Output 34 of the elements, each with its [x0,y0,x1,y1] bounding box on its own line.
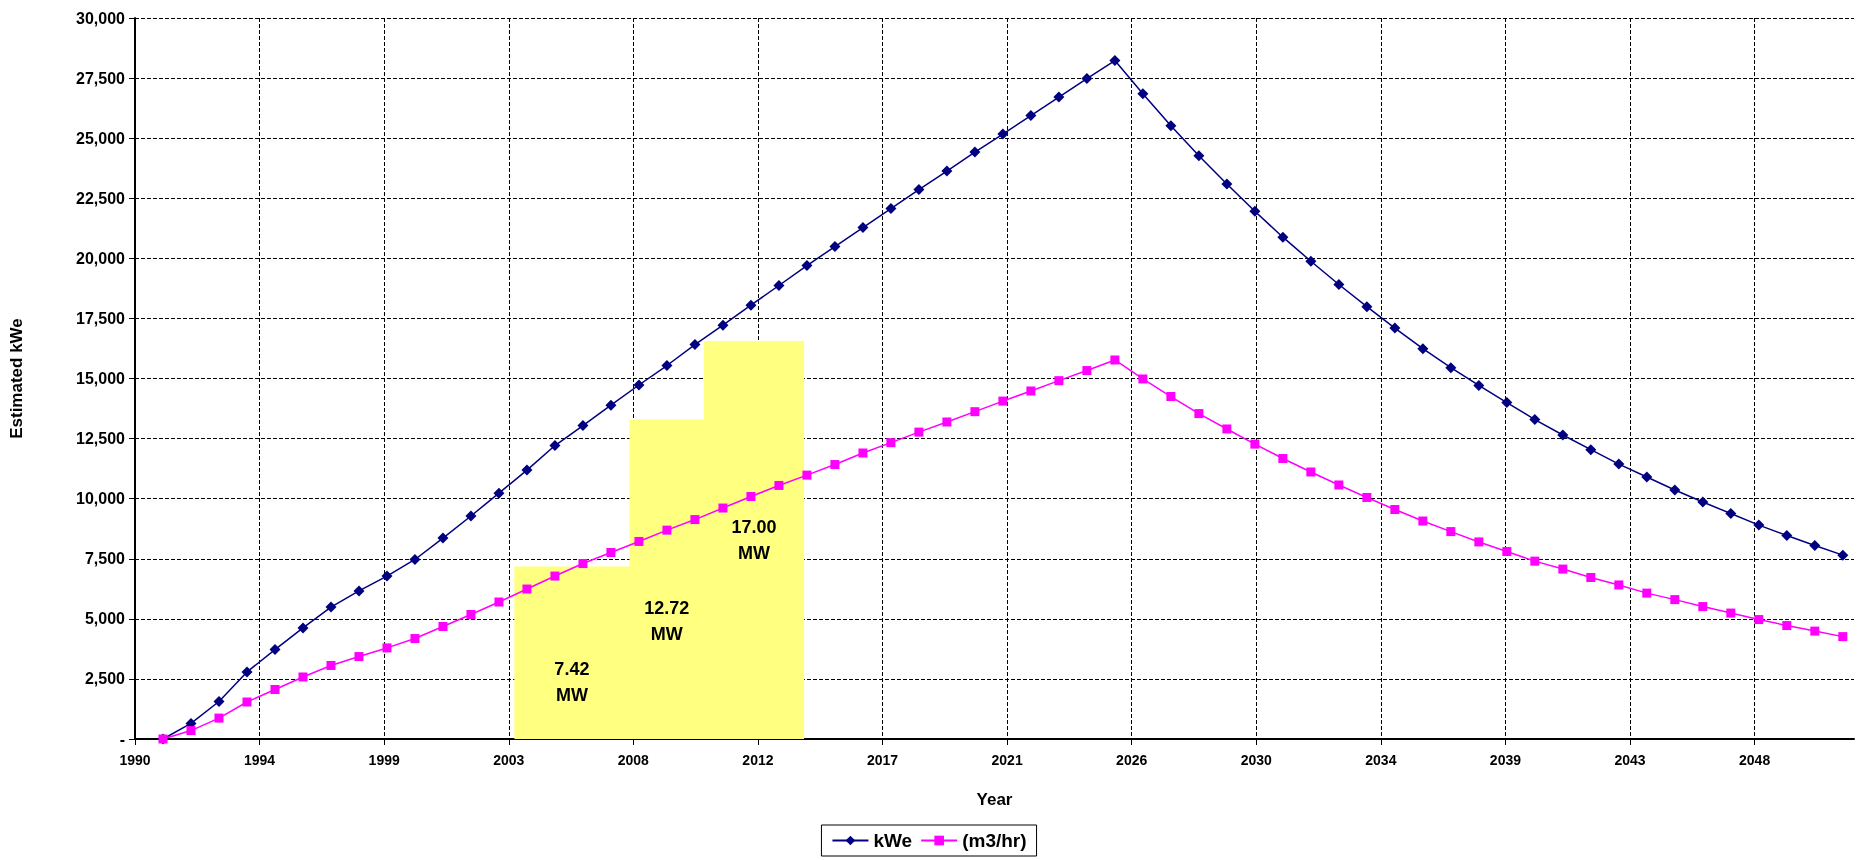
annotation: 17.00 MW [731,517,777,563]
x-tick-label: 2008 [617,752,650,768]
x-tick-label: 2048 [1739,752,1771,768]
x-tick-label: 2034 [1365,752,1397,768]
y-tick-label: 5,000 [84,610,126,628]
annotation: 7.42 MW [554,659,590,706]
legend-label: kWe [873,830,913,851]
y-tick-label: 22,500 [76,189,126,207]
x-tick-label: 2043 [1614,752,1646,768]
y-tick-label: 30,000 [76,9,126,27]
y-tick-label: 20,000 [76,249,126,267]
y-tick-label: 17,500 [76,309,126,327]
y-tick-label: 10,000 [76,490,126,508]
y-tick-label: 25,000 [76,129,126,147]
x-tick-label: 2017 [866,752,899,768]
x-axis-title: Year [976,790,1013,809]
x-tick-label: 1999 [368,752,400,768]
y-tick-label: 15,000 [76,370,126,387]
y-tick-label: 27,500 [76,69,126,87]
y-tick-label: 2,500 [84,670,126,688]
x-tick-label: 2030 [1240,752,1273,768]
x-tick-label: 2026 [1116,752,1148,768]
x-tick-label: 1994 [244,752,276,768]
y-tick-label: - [119,730,125,748]
x-tick-label: 2003 [493,752,525,768]
annotation: 12.72 MW [644,597,690,644]
legend-label: (m3/hr) [962,830,1027,851]
y-tick-label: 7,500 [84,550,126,568]
y-axis-title: Estimated kWe [7,318,26,439]
x-tick-label: 2012 [742,752,774,768]
x-tick-label: 2039 [1489,752,1522,768]
x-tick-label: 1990 [119,752,151,768]
x-tick-label: 2021 [991,752,1023,768]
y-tick-label: 12,500 [76,430,126,448]
